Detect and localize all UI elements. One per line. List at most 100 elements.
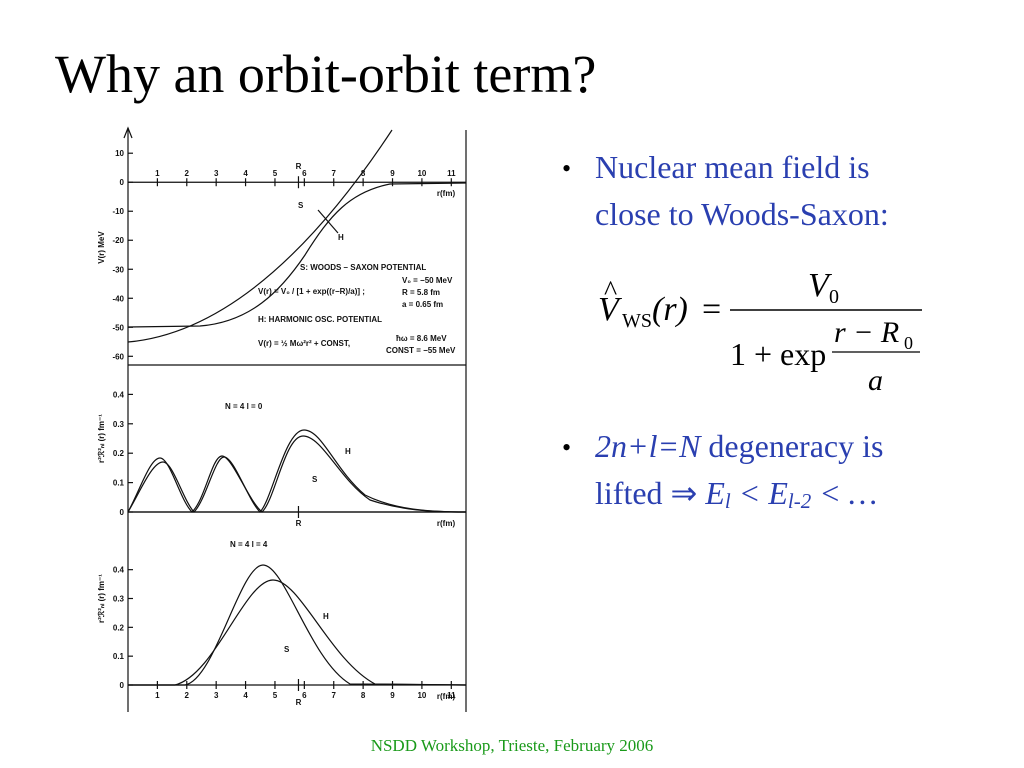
x-axis-label: r(fm) [437, 519, 456, 528]
text-run: close to Woods-Saxon: [595, 196, 889, 232]
formula-part: (r) [652, 291, 688, 328]
y-axis-label: r²ℛ²ₙₗ (r) fm⁻¹ [97, 574, 106, 623]
r-mark-label: R [296, 698, 302, 707]
formula-part: 0 [904, 333, 913, 353]
x-tick-label: 1 [155, 169, 160, 178]
leader [317, 209, 339, 234]
x-tick-label: 4 [243, 169, 248, 178]
annotation: S [284, 645, 290, 654]
bullet-text: 2n+l=N degeneracy is [595, 428, 883, 464]
y-tick-label: -40 [112, 294, 124, 303]
x-tick-label: 6 [302, 169, 307, 178]
text-run: < E [731, 475, 789, 511]
annotation: S: WOODS – SAXON POTENTIAL [300, 263, 426, 272]
x-tick-label: 1 [155, 691, 160, 700]
y-tick-label: 0.4 [113, 390, 125, 399]
x-tick-label: 10 [417, 169, 426, 178]
text-run: Nuclear mean field is [595, 149, 870, 185]
x-tick-label: 10 [417, 691, 426, 700]
text-run: < … [811, 475, 877, 511]
footer: NSDD Workshop, Trieste, February 2006 [371, 736, 654, 755]
r-mark-label: R [296, 162, 302, 171]
slide-title: Why an orbit-orbit term? [55, 44, 596, 104]
y-tick-label: 0.4 [113, 566, 125, 575]
bullet-text: lifted ⇒ El < El-2 < … [595, 475, 877, 513]
y-tick-label: 0 [120, 508, 125, 517]
formula-part: ^ [604, 276, 617, 307]
y-tick-label: 0.2 [113, 623, 125, 632]
curve-s [127, 435, 467, 513]
bullet-symbol: • [562, 154, 571, 183]
annotation: H [323, 612, 329, 621]
x-tick-label: 3 [214, 691, 219, 700]
y-tick-label: -10 [112, 207, 124, 216]
text-run: l-2 [788, 489, 812, 513]
x-tick-label: 8 [361, 169, 366, 178]
x-tick-label: 2 [185, 691, 190, 700]
x-tick-label: 7 [332, 691, 337, 700]
y-tick-label: 0.2 [113, 449, 125, 458]
formula-part: = [702, 291, 721, 328]
annotation: ħω = 8.6 MeV [396, 334, 447, 343]
bullet-symbol: • [562, 433, 571, 462]
annotation: H [345, 447, 351, 456]
annotation: H [338, 233, 344, 242]
x-tick-label: 4 [243, 691, 248, 700]
x-tick-label: 11 [447, 169, 456, 178]
annotation: V(r) = V₀ / [1 + exp((r−R)/a)] ; [258, 287, 365, 296]
x-tick-label: 9 [390, 691, 395, 700]
x-tick-label: 8 [361, 691, 366, 700]
bullet-text: close to Woods-Saxon: [595, 196, 889, 232]
text-run: l [725, 489, 731, 513]
annotation: a = 0.65 fm [402, 300, 443, 309]
formula-part: 0 [829, 286, 839, 308]
text-run: degeneracy is [700, 428, 883, 464]
x-tick-label: 7 [332, 169, 337, 178]
text-run: 2n+l=N [595, 428, 702, 464]
formula-part: a [868, 364, 883, 397]
y-tick-label: -60 [112, 352, 124, 361]
y-axis-label: V(r) MeV [97, 231, 106, 264]
text-run: ⇒ [671, 475, 698, 511]
x-tick-label: 6 [302, 691, 307, 700]
annotation: N = 4 l = 4 [230, 540, 268, 549]
annotation: S [312, 475, 318, 484]
y-tick-label: 0 [120, 178, 125, 187]
x-tick-label: 5 [273, 169, 278, 178]
x-axis-label: r(fm) [437, 692, 456, 701]
x-tick-label: 2 [185, 169, 190, 178]
y-tick-label: 0.1 [113, 652, 125, 661]
formula-part: WS [622, 310, 652, 332]
formula-part: r − R [834, 316, 899, 349]
y-tick-label: -30 [112, 265, 124, 274]
y-tick-label: -20 [112, 236, 124, 245]
annotation: N = 4 l = 0 [225, 402, 263, 411]
formula-part: 1 + exp [730, 336, 826, 372]
annotation: H: HARMONIC OSC. POTENTIAL [258, 315, 382, 324]
figure: 100-10-20-30-40-50-601 2 3 4 5 6 7 8 9 10 11Rr(fm)… [97, 126, 467, 712]
x-axis-label: r(fm) [437, 189, 456, 198]
curve-h [127, 129, 393, 343]
annotation: R = 5.8 fm [402, 288, 440, 297]
y-tick-label: 0.3 [113, 595, 125, 604]
curve-s [128, 564, 467, 686]
curve-h [128, 579, 467, 686]
annotation: V(r) = ½ Mω²r² + CONST, [258, 339, 350, 348]
annotation: V₀ = −50 MeV [402, 276, 453, 285]
x-tick-label: 5 [273, 691, 278, 700]
y-tick-label: 0.1 [113, 479, 125, 488]
x-tick-label: 11 [447, 691, 456, 700]
y-axis-label: r²ℛ²ₙₗ (r) fm⁻¹ [97, 414, 106, 463]
text-run: E [697, 475, 725, 511]
annotation: S [298, 201, 304, 210]
curve-s [127, 182, 467, 328]
r-mark-label: R [296, 519, 302, 528]
y-tick-label: 0.3 [113, 420, 125, 429]
x-tick-label: 9 [390, 169, 395, 178]
curve-h [127, 429, 467, 513]
bullet-text: Nuclear mean field is [595, 149, 870, 185]
y-tick-label: 0 [120, 681, 125, 690]
y-tick-label: 10 [115, 149, 124, 158]
text-run: lifted [595, 475, 671, 511]
